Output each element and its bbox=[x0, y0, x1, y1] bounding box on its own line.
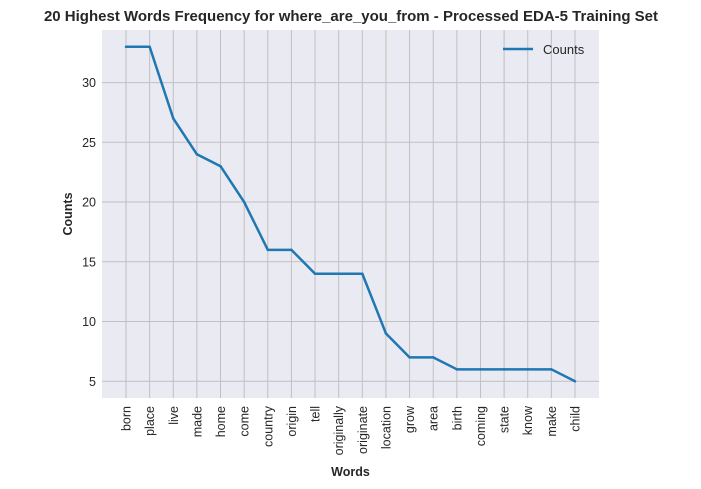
x-tick-label-know: know bbox=[521, 405, 535, 435]
x-tick-label-child: child bbox=[569, 406, 583, 432]
data-point-country bbox=[266, 248, 270, 252]
data-point-made bbox=[195, 153, 199, 156]
data-point-grow bbox=[408, 356, 411, 359]
data-point-place bbox=[148, 45, 151, 48]
data-point-area bbox=[431, 356, 435, 359]
y-tick-label-20: 20 bbox=[82, 196, 96, 210]
data-point-originate bbox=[361, 272, 364, 275]
grid bbox=[102, 30, 599, 398]
data-point-make bbox=[550, 368, 553, 371]
x-tick-label-made: made bbox=[190, 406, 204, 437]
x-axis-label: Words bbox=[331, 465, 370, 479]
x-tick-label-live: live bbox=[167, 406, 181, 425]
x-tick-label-origin: origin bbox=[285, 406, 299, 437]
data-point-live bbox=[172, 117, 175, 120]
data-point-origin bbox=[290, 248, 293, 252]
x-tick-label-birth: birth bbox=[450, 406, 464, 430]
series bbox=[124, 45, 577, 383]
x-tick-label-place: place bbox=[143, 406, 157, 436]
x-tick-label-come: come bbox=[238, 406, 252, 437]
y-tick-label-15: 15 bbox=[82, 255, 96, 269]
x-tick-label-coming: coming bbox=[474, 406, 488, 446]
data-point-state bbox=[502, 368, 506, 371]
y-axis-label: Counts bbox=[61, 192, 75, 235]
y-axis-ticks: 5 10 15 20 25 30 bbox=[82, 76, 96, 389]
x-tick-label-location: location bbox=[379, 406, 393, 449]
x-tick-label-home: home bbox=[214, 406, 228, 437]
data-point-originally bbox=[337, 272, 340, 275]
y-tick-label-5: 5 bbox=[89, 375, 96, 389]
x-tick-label-state: state bbox=[498, 406, 512, 433]
x-tick-label-area: area bbox=[427, 406, 441, 431]
data-point-birth bbox=[455, 368, 459, 371]
y-tick-label-25: 25 bbox=[82, 136, 96, 150]
x-tick-label-born: born bbox=[120, 406, 134, 431]
data-point-location bbox=[384, 332, 388, 335]
x-tick-label-originate: originate bbox=[356, 406, 370, 454]
data-point-born bbox=[124, 45, 128, 48]
data-point-coming bbox=[479, 368, 482, 371]
y-tick-label-30: 30 bbox=[82, 76, 96, 90]
data-point-know bbox=[526, 368, 529, 371]
data-point-come bbox=[242, 200, 246, 204]
x-tick-label-tell: tell bbox=[309, 406, 323, 422]
x-tick-label-country: country bbox=[261, 405, 275, 447]
plot-background bbox=[102, 30, 599, 398]
series-line-counts bbox=[126, 45, 576, 383]
legend-label-counts: Counts bbox=[543, 42, 585, 57]
data-point-child bbox=[573, 380, 577, 383]
chart-title: 20 Highest Words Frequency for where_are… bbox=[44, 8, 658, 25]
y-tick-label-10: 10 bbox=[82, 315, 96, 329]
x-tick-label-originally: originally bbox=[332, 405, 346, 455]
x-tick-label-grow: grow bbox=[403, 405, 417, 433]
x-axis-ticks: born place live made home come country origin te… bbox=[120, 405, 583, 455]
x-tick-label-make: make bbox=[545, 406, 559, 437]
legend: Counts bbox=[503, 42, 585, 57]
data-point-home bbox=[219, 164, 222, 168]
data-point-tell bbox=[313, 272, 317, 275]
